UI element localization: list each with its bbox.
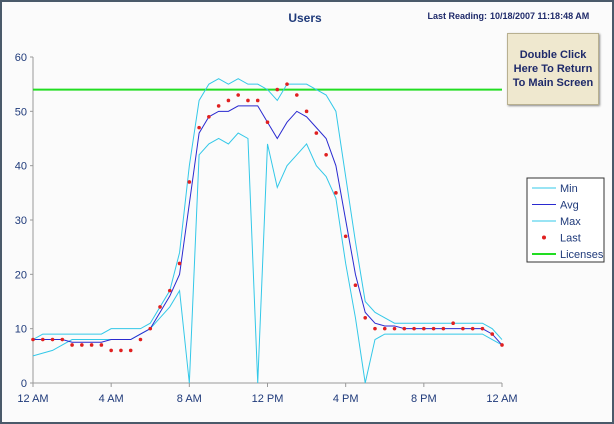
last-dot: [246, 98, 250, 103]
legend-label: Max: [560, 216, 581, 228]
legend-label: Licenses: [560, 249, 604, 261]
x-tick-label: 4 PM: [333, 393, 359, 405]
last-dot: [304, 109, 309, 114]
last-dot: [490, 332, 495, 336]
last-dot: [167, 288, 172, 293]
last-dot: [187, 180, 192, 184]
last-dot: [392, 326, 397, 331]
y-tick-label: 40: [15, 161, 27, 173]
last-dot: [207, 114, 211, 119]
legend-label: Last: [560, 233, 581, 245]
chart-title: Users: [288, 11, 322, 25]
last-dot: [363, 316, 368, 320]
last-dot: [451, 321, 455, 326]
last-dot: [324, 153, 328, 157]
last-dot: [422, 326, 426, 331]
last-dot: [80, 343, 84, 347]
legend-label: Avg: [560, 200, 579, 212]
legend-box: [526, 177, 605, 263]
return-button[interactable]: Double Click Here To Return To Main Scre…: [507, 33, 599, 105]
x-tick-label: 4 AM: [99, 393, 124, 405]
series-line: [32, 78, 503, 340]
last-dot: [216, 104, 221, 108]
last-dot: [353, 283, 358, 288]
last-dot: [148, 326, 153, 331]
last-dot: [373, 326, 377, 331]
last-dot: [197, 125, 201, 130]
last-dot: [60, 337, 65, 342]
last-dot: [470, 326, 475, 331]
last-dot: [285, 82, 289, 86]
last-dot: [382, 326, 387, 331]
last-dot: [412, 326, 416, 331]
last-dot: [50, 337, 55, 342]
x-tick-label: 8 AM: [177, 393, 202, 405]
last-dot: [402, 326, 407, 331]
y-tick-label: 60: [15, 52, 27, 64]
last-dot: [109, 348, 113, 353]
last-dot: [128, 348, 133, 353]
y-tick-label: 20: [15, 269, 27, 281]
last-dot: [99, 343, 104, 347]
y-tick-label: 30: [15, 215, 27, 227]
last-dot: [334, 191, 338, 195]
last-dot: [275, 87, 280, 92]
last-dot: [431, 326, 436, 331]
last-dot: [138, 337, 143, 342]
last-dot: [461, 326, 465, 331]
x-tick-label: 12 PM: [252, 393, 284, 405]
last-dot: [31, 337, 35, 342]
last-dot: [177, 261, 182, 266]
x-tick-label: 8 PM: [411, 393, 437, 405]
last-dot: [226, 98, 231, 103]
last-dot: [236, 93, 240, 97]
last-dot: [480, 326, 485, 331]
last-reading-value: 10/18/2007 11:18:48 AM: [490, 11, 589, 21]
last-dot: [314, 131, 319, 135]
last-dot: [500, 343, 504, 347]
last-dot: [89, 343, 94, 347]
last-dot: [40, 337, 45, 342]
x-tick-label: 12 AM: [486, 393, 517, 405]
last-dot: [441, 326, 446, 331]
y-tick-label: 50: [15, 106, 27, 118]
y-tick-label: 0: [21, 378, 27, 390]
last-dot: [119, 348, 123, 353]
y-tick-label: 10: [15, 324, 27, 336]
last-dot: [295, 93, 299, 97]
last-reading-label: Last Reading:: [427, 11, 487, 21]
last-dot: [158, 305, 162, 309]
legend-swatch: [542, 235, 546, 240]
last-dot: [343, 234, 348, 239]
x-tick-label: 12 AM: [17, 393, 48, 405]
last-dot: [70, 343, 74, 347]
legend-label: Min: [560, 183, 578, 195]
last-dot: [265, 120, 270, 124]
last-dot: [255, 98, 260, 103]
